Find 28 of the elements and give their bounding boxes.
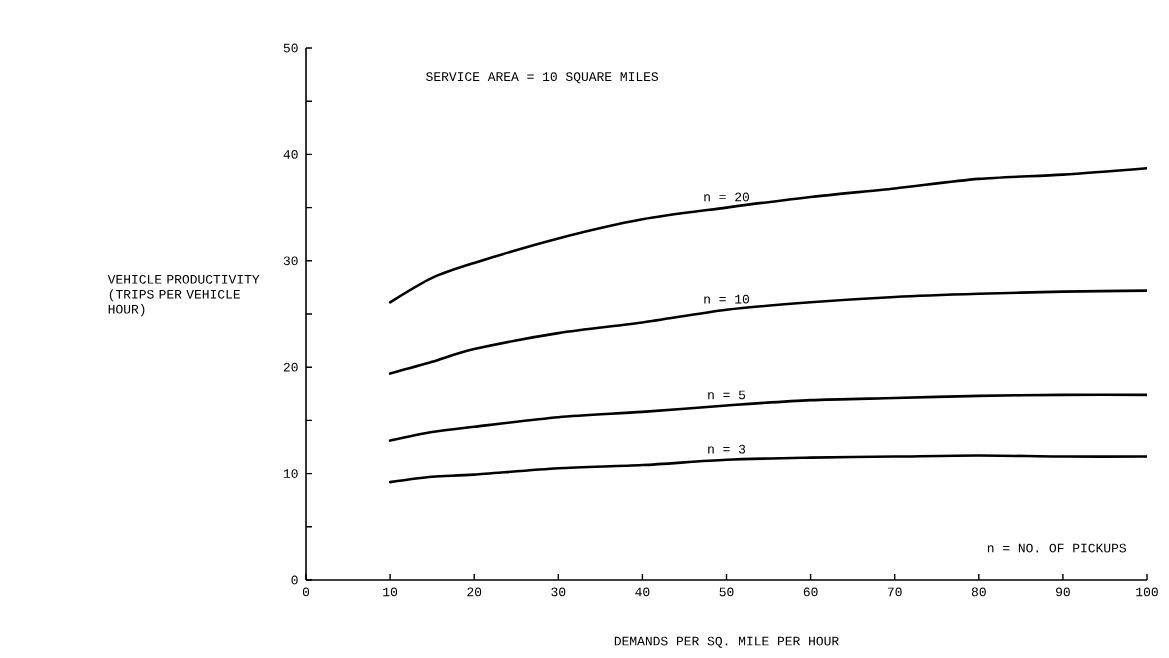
y-tick-label: 10 [283, 469, 298, 478]
x-tick-label: 30 [551, 587, 566, 597]
line-series [388, 166, 1148, 304]
x-axis-title: DEMANDS PER SQ. MILE PER HOUR [614, 636, 839, 648]
x-tick-label: 10 [383, 587, 398, 597]
y-tick-label: 50 [283, 43, 298, 53]
x-tick-label: 40 [635, 587, 650, 597]
x-tick-label: 0 [302, 587, 310, 597]
series-label: n = 5 [708, 390, 746, 400]
x-tick-label: 80 [971, 587, 986, 597]
annotation: SERVICE AREA = 10 SQUARE MILES [426, 72, 659, 84]
y-tick-label: 30 [283, 256, 298, 266]
y-tick-label: 40 [283, 149, 298, 159]
x-tick-label: 20 [467, 587, 482, 597]
line-series [388, 289, 1148, 375]
series-label: n = 3 [708, 444, 746, 454]
y-tick-label: 0 [291, 575, 298, 585]
y-axis-title: VEHICLE PRODUCTIVITY (TRIPS PER VEHICLE HOUR) [107, 274, 260, 317]
series-label: n = 20 [704, 192, 750, 202]
y-tick-label: 20 [283, 362, 298, 372]
x-tick-label: 70 [887, 587, 902, 597]
x-tick-label: 90 [1056, 587, 1070, 597]
series-label: n = 10 [704, 294, 750, 304]
x-tick-label: 100 [1136, 587, 1158, 597]
x-tick-label: 60 [803, 587, 818, 597]
x-tick-label: 50 [719, 587, 734, 597]
line-series [388, 454, 1148, 484]
annotation: n = NO. OF PICKUPS [987, 543, 1127, 553]
